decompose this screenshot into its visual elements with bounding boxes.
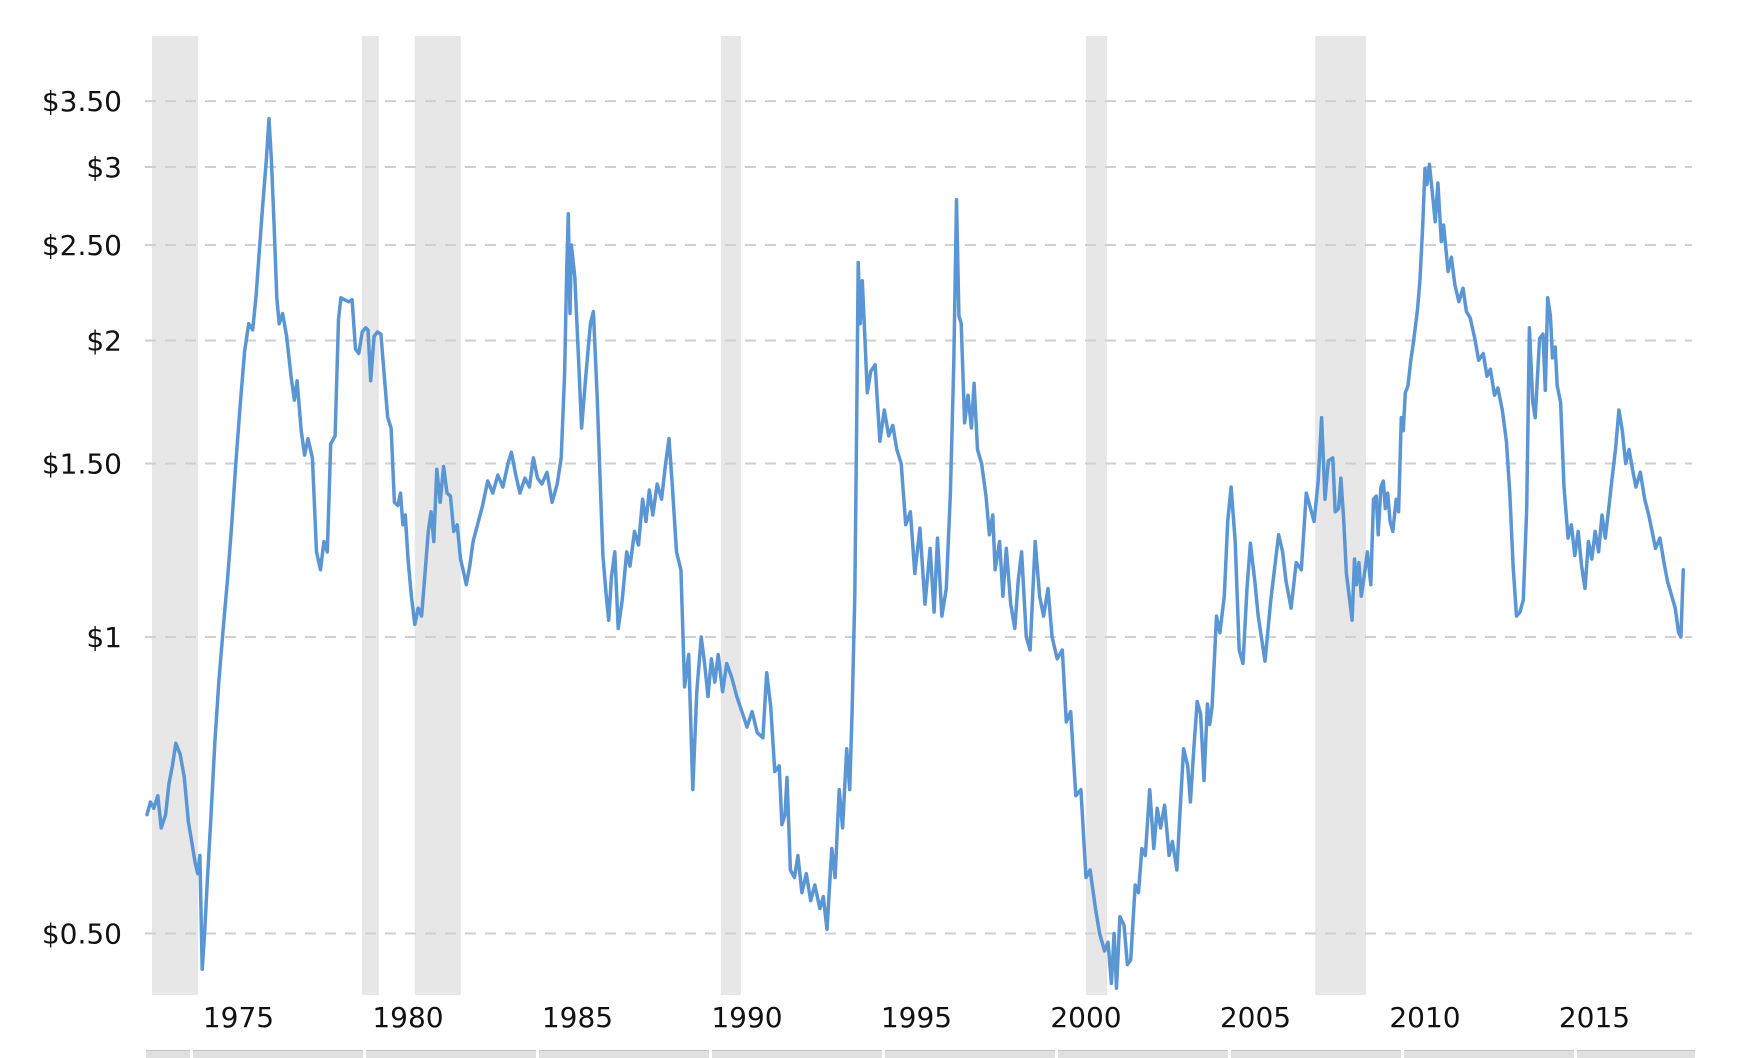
x-axis-tick-label: 1980: [372, 1001, 443, 1034]
y-axis-tick-label: $1: [86, 621, 122, 654]
data-table-header-strip[interactable]: [0, 1050, 1758, 1058]
table-header-cell: [1577, 1050, 1695, 1058]
x-axis-tick-label: 1985: [542, 1001, 613, 1034]
recession-band: [1086, 36, 1108, 995]
y-axis-tick-label: $2.50: [42, 229, 122, 262]
y-axis-tick-label: $3.50: [42, 85, 122, 118]
table-header-cell: [1058, 1050, 1228, 1058]
recession-band: [720, 36, 741, 995]
x-axis-tick-label: 2000: [1050, 1001, 1121, 1034]
y-axis-tick-label: $2: [86, 324, 122, 357]
table-header-cell: [1231, 1050, 1401, 1058]
x-axis-tick-label: 1975: [203, 1001, 274, 1034]
x-axis-tick-label: 2010: [1389, 1001, 1460, 1034]
y-axis-tick-label: $3: [86, 151, 122, 184]
x-axis-tick-label: 1990: [711, 1001, 782, 1034]
recession-band: [1315, 36, 1367, 995]
table-header-cell: [193, 1050, 363, 1058]
price-line: [145, 116, 1686, 990]
table-header-cell: [1404, 1050, 1574, 1058]
recession-band: [361, 36, 379, 995]
x-axis-tick-label: 2015: [1559, 1001, 1630, 1034]
table-header-cell: [366, 1050, 536, 1058]
table-header-cell: [539, 1050, 709, 1058]
y-axis-tick-label: $0.50: [42, 918, 122, 951]
table-header-cell: [885, 1050, 1055, 1058]
x-axis-tick-label: 1995: [881, 1001, 952, 1034]
table-header-cell: [712, 1050, 882, 1058]
y-axis-tick-label: $1.50: [42, 448, 122, 481]
table-header-cell: [146, 1050, 190, 1058]
x-axis-tick-label: 2005: [1220, 1001, 1291, 1034]
recession-band: [152, 36, 199, 995]
